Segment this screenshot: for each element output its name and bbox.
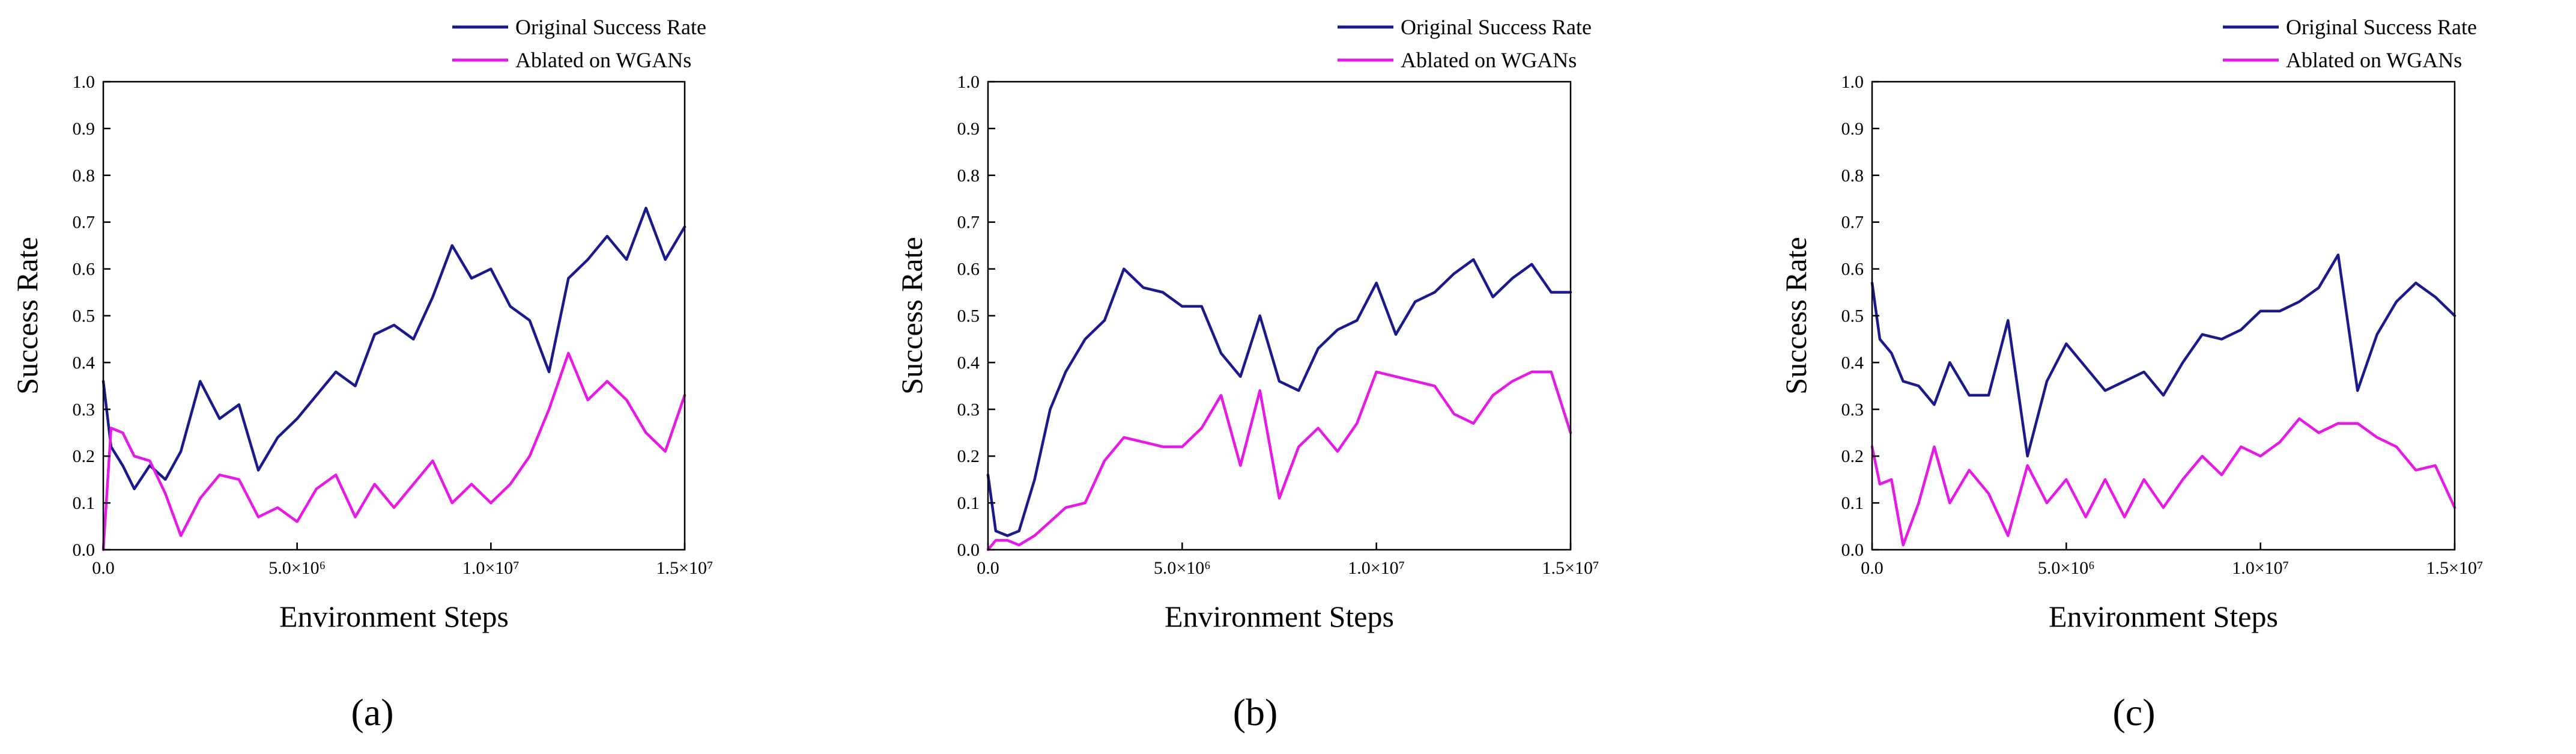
series-line-original (986, 258, 1572, 537)
y-tick-label: 0.0 (957, 540, 980, 560)
series-line-original (1870, 253, 2456, 458)
chart-panel-1: 0.0 0.1 0.2 0.3 0.4 0.5 0.6 0.7 0.8 0.9 1.0 0.0 5.0×… (10, 15, 713, 734)
y-axis-title: Success Rate (895, 237, 929, 394)
y-tick-label: 0.5 (1841, 306, 1864, 326)
y-axis-title: Success Rate (10, 237, 44, 394)
x-tick-label: 1.5×10⁷ (1542, 558, 1599, 578)
x-tick-label: 0.0 (1861, 558, 1884, 578)
x-tick-label: 5.0×10⁶ (2038, 558, 2095, 578)
y-tick-label: 0.4 (73, 353, 95, 372)
legend-label-original: Original Success Rate (2286, 15, 2477, 39)
x-tick-label: 1.0×10⁷ (1348, 558, 1405, 578)
x-tick-label: 1.0×10⁷ (462, 558, 520, 578)
x-axis-title: Environment Steps (2049, 600, 2278, 633)
x-tick-label: 1.5×10⁷ (656, 558, 714, 578)
plot-frame (1871, 81, 2456, 551)
y-tick-label: 0.8 (1841, 166, 1864, 186)
series-line-ablated (1870, 417, 2456, 547)
y-tick-label: 0.1 (73, 493, 95, 513)
y-tick-label: 0.7 (957, 213, 980, 233)
panel-label: (b) (1233, 691, 1278, 734)
y-tick-label: 0.5 (957, 306, 980, 326)
y-tick-label: 0.9 (957, 119, 980, 139)
y-tick-label: 0.6 (1841, 260, 1864, 279)
y-tick-label: 0.4 (1841, 353, 1864, 372)
y-tick-label: 0.9 (73, 119, 95, 139)
legend-label-original: Original Success Rate (1401, 15, 1592, 39)
x-axis-title: Environment Steps (279, 600, 509, 633)
panel-label: (c) (2112, 691, 2155, 734)
panel-label: (a) (351, 691, 393, 734)
legend: Original Success Rate Ablated on WGANs (2223, 15, 2477, 72)
x-tick-label: 0.0 (92, 558, 115, 578)
legend: Original Success Rate Ablated on WGANs (452, 15, 706, 72)
y-tick-label: 0.2 (957, 446, 980, 466)
y-tick-label: 0.5 (73, 306, 95, 326)
plot-frame (102, 81, 686, 551)
x-axis-title: Environment Steps (1165, 600, 1394, 633)
series-line-ablated (986, 370, 1572, 552)
y-tick-label: 1.0 (1841, 72, 1864, 92)
legend-label-ablated: Ablated on WGANs (515, 48, 691, 72)
x-tick-label: 0.0 (977, 558, 999, 578)
y-tick-label: 0.2 (73, 446, 95, 466)
x-tick-label: 1.0×10⁷ (2232, 558, 2289, 578)
y-tick-label: 0.6 (73, 260, 95, 279)
y-tick-label: 0.9 (1841, 119, 1864, 139)
y-tick-label: 0.2 (1841, 446, 1864, 466)
y-tick-label: 0.8 (73, 166, 95, 186)
legend-label-ablated: Ablated on WGANs (1401, 48, 1577, 72)
y-tick-label: 0.3 (957, 400, 980, 419)
legend: Original Success Rate Ablated on WGANs (1338, 15, 1592, 72)
legend-label-ablated: Ablated on WGANs (2286, 48, 2462, 72)
y-tick-label: 0.3 (1841, 400, 1864, 419)
y-tick-label: 0.0 (73, 540, 95, 560)
x-tick-label: 5.0×10⁶ (268, 558, 326, 578)
y-tick-label: 1.0 (73, 72, 95, 92)
y-tick-label: 1.0 (957, 72, 980, 92)
chart-panel-3: 0.0 0.1 0.2 0.3 0.4 0.5 0.6 0.7 0.8 0.9 1.0 0.0 5.0×… (1779, 15, 2483, 734)
x-tick-label: 1.5×10⁷ (2426, 558, 2484, 578)
y-tick-label: 0.1 (957, 493, 980, 513)
series-line-ablated (102, 351, 686, 552)
y-tick-label: 0.3 (73, 400, 95, 419)
y-tick-label: 0.8 (957, 166, 980, 186)
y-axis-title: Success Rate (1779, 237, 1813, 394)
y-tick-label: 0.6 (957, 260, 980, 279)
y-tick-label: 0.7 (1841, 213, 1864, 233)
y-tick-label: 0.4 (957, 353, 980, 372)
y-tick-label: 0.7 (73, 213, 95, 233)
plot-frame (987, 81, 1572, 551)
x-tick-label: 5.0×10⁶ (1154, 558, 1211, 578)
y-tick-label: 0.0 (1841, 540, 1864, 560)
legend-label-original: Original Success Rate (515, 15, 706, 39)
chart-panel-2: 0.0 0.1 0.2 0.3 0.4 0.5 0.6 0.7 0.8 0.9 1.0 0.0 5.0×… (895, 15, 1599, 734)
series-line-original (102, 207, 686, 490)
y-tick-label: 0.1 (1841, 493, 1864, 513)
